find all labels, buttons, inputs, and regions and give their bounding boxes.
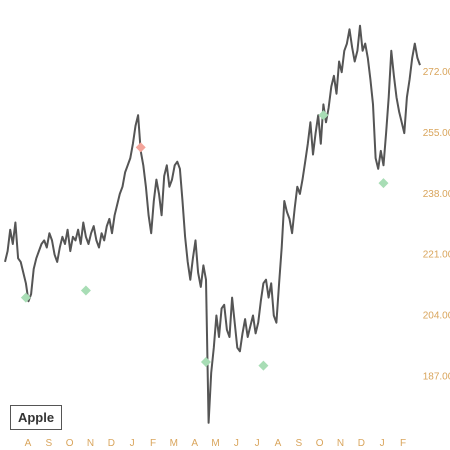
- x-tick-label: N: [337, 438, 344, 449]
- trade-markers: [20, 110, 389, 371]
- x-tick-label: N: [87, 438, 94, 449]
- price-series-line: [4, 24, 421, 424]
- chart-title: Apple: [10, 405, 62, 430]
- buy-marker: [200, 357, 211, 368]
- x-tick-label: S: [45, 438, 52, 449]
- buy-marker: [318, 110, 329, 121]
- x-tick-label: J: [255, 438, 260, 449]
- y-tick-label: 272.00: [423, 67, 450, 78]
- y-tick-label: 255.00: [423, 128, 450, 139]
- buy-marker: [20, 292, 31, 303]
- x-tick-label: A: [25, 438, 32, 449]
- x-tick-label: M: [170, 438, 178, 449]
- x-tick-label: J: [234, 438, 239, 449]
- x-tick-label: O: [316, 438, 324, 449]
- buy-marker: [378, 178, 389, 189]
- x-tick-label: S: [295, 438, 302, 449]
- y-tick-label: 221.00: [423, 250, 450, 261]
- buy-marker: [80, 285, 91, 296]
- x-tick-label: A: [275, 438, 282, 449]
- x-tick-label: M: [211, 438, 219, 449]
- x-tick-label: D: [358, 438, 365, 449]
- sell-marker: [135, 142, 146, 153]
- buy-marker: [258, 360, 269, 371]
- x-tick-label: A: [191, 438, 198, 449]
- x-tick-label: F: [400, 438, 406, 449]
- x-tick-label: J: [130, 438, 135, 449]
- y-axis-ticks: 187.00 204.00 221.00 238.00 255.00 272.00: [423, 67, 450, 382]
- y-tick-label: 238.00: [423, 189, 450, 200]
- y-tick-label: 204.00: [423, 311, 450, 322]
- x-tick-label: O: [66, 438, 74, 449]
- x-tick-label: D: [108, 438, 115, 449]
- x-tick-label: F: [150, 438, 156, 449]
- x-tick-label: J: [380, 438, 385, 449]
- y-tick-label: 187.00: [423, 371, 450, 382]
